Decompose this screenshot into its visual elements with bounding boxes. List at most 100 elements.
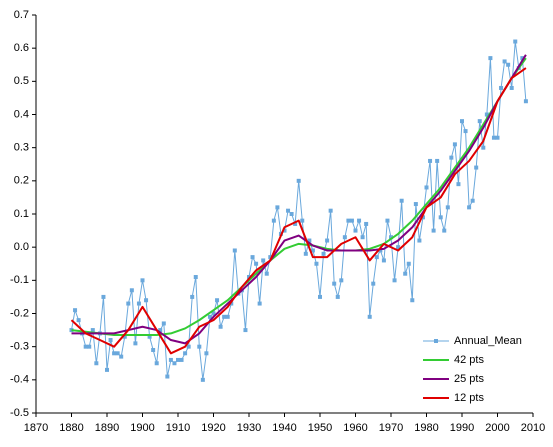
- x-tick-label: 1990: [450, 422, 474, 434]
- y-tick-label: 0.7: [14, 9, 29, 21]
- x-tick-label: 1900: [130, 422, 154, 434]
- x-tick-label: 1870: [24, 422, 48, 434]
- data-point: [183, 351, 188, 356]
- data-point: [254, 261, 259, 266]
- data-point: [385, 218, 390, 223]
- y-tick-label: -0.5: [10, 407, 29, 419]
- data-point: [360, 235, 365, 240]
- data-point: [275, 205, 280, 210]
- data-point: [332, 281, 337, 286]
- data-point: [197, 344, 202, 349]
- data-point: [87, 344, 92, 349]
- data-point: [232, 248, 237, 253]
- data-point: [431, 228, 436, 233]
- y-tick-label: -0.3: [10, 341, 29, 353]
- data-point: [474, 165, 479, 170]
- legend-label: 12 pts: [454, 392, 484, 404]
- data-point: [264, 271, 269, 276]
- x-tick-label: 1940: [272, 422, 296, 434]
- data-point: [506, 62, 511, 67]
- data-point: [222, 314, 227, 319]
- data-point: [374, 255, 379, 260]
- data-point: [151, 347, 156, 352]
- data-point: [442, 228, 447, 233]
- data-point: [211, 311, 216, 316]
- legend-marker: [434, 339, 438, 343]
- data-point: [271, 218, 276, 223]
- data-point: [179, 357, 184, 362]
- data-point: [126, 301, 131, 306]
- data-point: [154, 361, 159, 366]
- data-point: [119, 354, 124, 359]
- data-point: [268, 255, 273, 260]
- series-line: [71, 57, 527, 337]
- data-point: [112, 351, 117, 356]
- data-point: [399, 198, 404, 203]
- data-point: [161, 321, 166, 326]
- data-point: [396, 245, 401, 250]
- y-tick-label: 0.2: [14, 175, 29, 187]
- data-point: [481, 145, 486, 150]
- data-point: [491, 135, 496, 140]
- data-point: [389, 235, 393, 240]
- data-point: [435, 158, 440, 163]
- data-point: [186, 344, 191, 349]
- data-point: [133, 341, 138, 346]
- y-tick-label: 0.4: [14, 108, 29, 120]
- data-point: [438, 215, 443, 220]
- data-point: [144, 298, 149, 303]
- x-tick-label: 2000: [485, 422, 509, 434]
- data-point: [523, 99, 528, 104]
- data-point: [346, 218, 351, 223]
- data-point: [364, 221, 369, 226]
- data-point: [250, 255, 255, 260]
- data-point: [321, 251, 326, 256]
- data-point: [193, 275, 198, 280]
- x-tick-label: 1970: [379, 422, 403, 434]
- data-point: [303, 251, 308, 256]
- series-line: [70, 67, 527, 355]
- data-point: [488, 56, 493, 61]
- data-point: [428, 158, 433, 163]
- data-point: [247, 275, 251, 280]
- data-point: [289, 212, 294, 216]
- x-tick-label: 1910: [166, 422, 190, 434]
- legend-label: Annual_Mean: [454, 335, 522, 347]
- data-point: [520, 56, 525, 61]
- data-point: [470, 198, 475, 203]
- data-point: [513, 39, 518, 44]
- data-point: [424, 185, 429, 190]
- data-point: [176, 357, 180, 362]
- data-point: [261, 258, 266, 263]
- legend-label: 25 pts: [454, 373, 484, 385]
- data-point: [403, 271, 408, 276]
- data-point: [243, 328, 248, 333]
- data-point: [94, 361, 99, 366]
- data-point: [140, 278, 145, 283]
- data-point: [90, 328, 95, 333]
- y-tick-label: -0.4: [10, 374, 29, 386]
- data-point: [310, 248, 315, 253]
- data-point: [410, 298, 415, 303]
- y-tick-label: -0.2: [10, 307, 29, 319]
- data-point: [367, 314, 372, 319]
- data-point: [76, 318, 81, 323]
- data-point: [463, 129, 468, 134]
- data-point: [147, 334, 152, 339]
- x-tick-label: 1890: [95, 422, 119, 434]
- data-point: [349, 218, 354, 223]
- x-tick-label: 2010: [521, 422, 545, 434]
- data-point: [190, 294, 195, 299]
- data-point: [172, 361, 177, 366]
- data-point: [122, 334, 127, 339]
- data-point: [353, 228, 358, 233]
- data-point: [115, 351, 120, 356]
- data-point: [357, 218, 362, 223]
- data-point: [307, 238, 312, 243]
- data-point: [105, 367, 109, 372]
- data-point: [293, 221, 298, 226]
- x-tick-label: 1960: [343, 422, 367, 434]
- data-point: [371, 281, 376, 286]
- data-point: [136, 301, 141, 306]
